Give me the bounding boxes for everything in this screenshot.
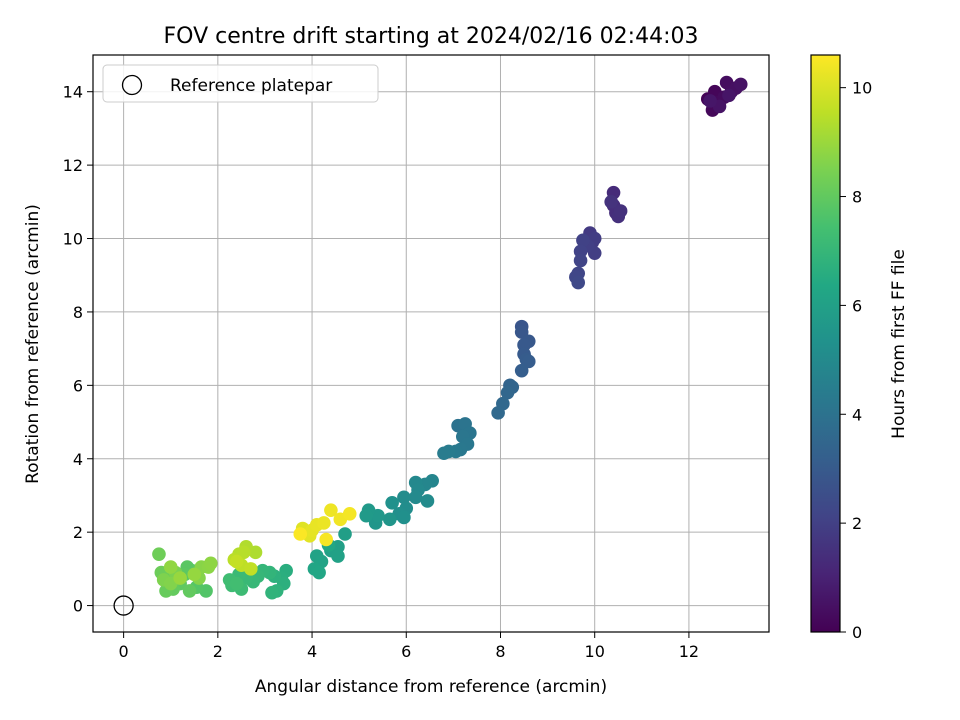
x-tick-label: 8 [495,642,505,661]
data-point [491,406,505,420]
data-point [397,490,411,505]
data-point [722,88,736,103]
colorbar-tick-label: 2 [852,514,862,533]
data-point [187,567,202,582]
data-point [182,584,197,598]
y-tick-label: 8 [73,303,83,322]
x-tick-label: 6 [401,642,411,661]
colorbar-frame [810,54,841,633]
colorbar: 0 2 4 6 8 10 Hours from first FF file [810,54,909,642]
data-point [173,571,187,585]
axis-ticks: 0 2 4 6 8 10 12 0 2 4 6 8 10 12 14 [63,83,699,661]
data-point [359,508,374,523]
data-point [500,385,515,400]
legend: Reference platepar [102,64,379,103]
data-point [613,204,628,218]
data-point [152,547,166,561]
reference-marker-layer [113,595,134,616]
colorbar-tick-label: 6 [852,296,862,315]
x-tick-label: 0 [119,642,129,661]
data-point [382,512,397,527]
data-point [733,77,748,92]
data-point [576,233,590,248]
data-point [236,545,251,560]
x-axis-label: Angular distance from reference (arcmin) [255,677,607,697]
data-point [604,195,618,209]
data-point [293,527,308,541]
data-point [317,516,331,530]
colorbar-tick-label: 10 [852,79,872,98]
data-point [385,495,399,510]
data-point [408,490,423,505]
chart-title: FOV centre drift starting at 2024/02/16 … [164,24,699,49]
legend-marker-reference [121,74,143,96]
colorbar-tick-label: 0 [852,623,862,642]
data-point [514,363,529,378]
legend-label-reference: Reference platepar [170,76,332,96]
data-point [571,275,586,290]
y-tick-label: 12 [63,156,83,175]
data-point [573,253,588,268]
data-point [331,549,345,563]
data-point [420,494,435,508]
data-point [203,556,218,571]
colorbar-label: Hours from first FF file [889,249,909,439]
data-point [437,446,451,461]
data-point [265,585,279,600]
reference-point-marker [113,595,134,616]
data-point [514,325,529,339]
y-tick-label: 6 [73,376,83,395]
y-tick-label: 4 [73,450,83,469]
grid-lines [93,55,769,632]
y-tick-label: 14 [63,83,83,102]
data-point [324,503,338,517]
x-tick-label: 10 [585,642,605,661]
x-tick-label: 4 [307,642,317,661]
data-point [229,576,244,591]
colorbar-tick-label: 4 [852,405,862,424]
data-point [338,527,352,541]
y-tick-label: 2 [73,523,83,542]
x-tick-label: 2 [213,642,223,661]
data-point [229,554,244,569]
data-point [397,510,411,525]
data-point [319,532,333,547]
legend-box [102,64,379,103]
y-axis-label: Rotation from reference (arcmin) [23,204,43,484]
x-tick-label: 12 [679,642,699,661]
data-point [521,354,536,369]
y-tick-label: 0 [73,597,83,616]
colorbar-gradient [811,55,840,632]
y-tick-label: 10 [63,230,83,249]
scatter-points [152,75,748,600]
data-point [244,562,258,576]
data-point [163,560,178,574]
data-point [703,94,717,108]
colorbar-tick-label: 8 [852,188,862,207]
colorbar-ticks: 0 2 4 6 8 10 [840,79,872,642]
data-point [312,565,326,580]
plot-frame [92,54,770,633]
data-point [342,507,357,521]
